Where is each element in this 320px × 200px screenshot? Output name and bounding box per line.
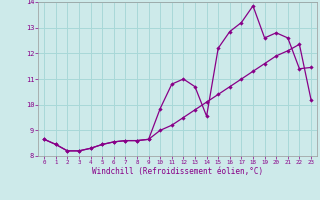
X-axis label: Windchill (Refroidissement éolien,°C): Windchill (Refroidissement éolien,°C)	[92, 167, 263, 176]
